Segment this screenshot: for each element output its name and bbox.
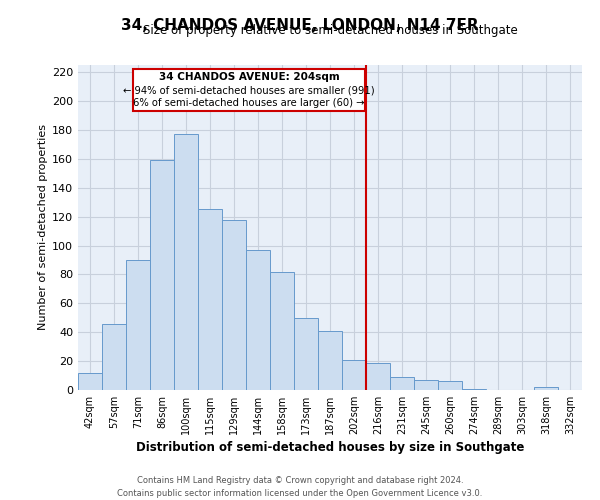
Bar bbox=[150, 160, 174, 390]
Bar bbox=[126, 260, 150, 390]
Bar bbox=[462, 388, 486, 390]
Bar bbox=[174, 134, 198, 390]
Bar bbox=[390, 377, 414, 390]
Bar bbox=[534, 387, 558, 390]
Text: 34, CHANDOS AVENUE, LONDON, N14 7ER: 34, CHANDOS AVENUE, LONDON, N14 7ER bbox=[121, 18, 479, 32]
Text: ← 94% of semi-detached houses are smaller (991): ← 94% of semi-detached houses are smalle… bbox=[123, 85, 375, 95]
Bar bbox=[270, 272, 294, 390]
Bar bbox=[78, 372, 102, 390]
Bar bbox=[294, 318, 318, 390]
Y-axis label: Number of semi-detached properties: Number of semi-detached properties bbox=[38, 124, 48, 330]
FancyBboxPatch shape bbox=[133, 70, 365, 111]
Bar bbox=[414, 380, 438, 390]
Bar bbox=[198, 210, 222, 390]
X-axis label: Distribution of semi-detached houses by size in Southgate: Distribution of semi-detached houses by … bbox=[136, 441, 524, 454]
Bar bbox=[102, 324, 126, 390]
Bar bbox=[222, 220, 246, 390]
Bar bbox=[438, 382, 462, 390]
Bar bbox=[366, 362, 390, 390]
Text: 34 CHANDOS AVENUE: 204sqm: 34 CHANDOS AVENUE: 204sqm bbox=[158, 72, 340, 82]
Text: Contains HM Land Registry data © Crown copyright and database right 2024.
Contai: Contains HM Land Registry data © Crown c… bbox=[118, 476, 482, 498]
Title: Size of property relative to semi-detached houses in Southgate: Size of property relative to semi-detach… bbox=[143, 24, 517, 38]
Bar bbox=[342, 360, 366, 390]
Bar bbox=[318, 331, 342, 390]
Bar bbox=[246, 250, 270, 390]
Text: 6% of semi-detached houses are larger (60) →: 6% of semi-detached houses are larger (6… bbox=[133, 98, 365, 108]
